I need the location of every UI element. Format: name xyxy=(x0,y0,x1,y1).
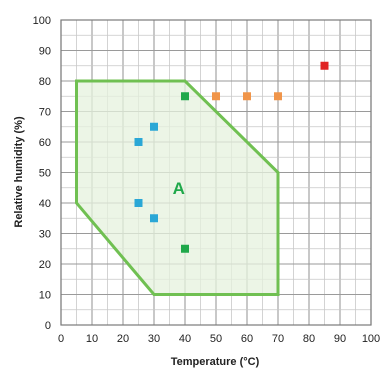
x-tick-label: 10 xyxy=(86,333,98,345)
data-point xyxy=(212,92,220,101)
y-tick-label: 20 xyxy=(39,259,51,271)
x-tick-label: 50 xyxy=(210,333,222,345)
y-tick-label: 30 xyxy=(39,229,51,241)
y-tick-label: 0 xyxy=(45,320,51,332)
y-tick-label: 80 xyxy=(39,76,51,88)
x-tick-label: 80 xyxy=(303,333,315,345)
data-point xyxy=(150,214,158,223)
region-a-polygon xyxy=(75,79,280,296)
x-tick-label: 40 xyxy=(179,333,191,345)
data-point xyxy=(274,92,282,101)
y-axis-title: Relative humidity (%) xyxy=(13,116,25,228)
data-point xyxy=(150,122,158,131)
plot-frame xyxy=(60,19,372,326)
y-tick-label: 10 xyxy=(39,290,51,302)
x-tick-label: 20 xyxy=(117,333,129,345)
x-tick-label: 30 xyxy=(148,333,160,345)
data-points xyxy=(134,61,329,253)
y-tick-label: 70 xyxy=(39,107,51,119)
y-tick-label: 100 xyxy=(33,15,51,27)
x-tick-label: 60 xyxy=(241,333,253,345)
y-tick-label: 50 xyxy=(39,168,51,180)
x-tick-label: 70 xyxy=(272,333,284,345)
y-tick-labels: 0 10 20 30 40 50 60 70 80 90 100 xyxy=(33,15,51,332)
data-point xyxy=(320,61,329,70)
x-axis-title: Temperature (°C) xyxy=(171,356,260,368)
y-tick-label: 60 xyxy=(39,137,51,149)
region-a-label: A xyxy=(173,179,185,198)
x-tick-labels: 0 10 20 30 40 50 60 70 80 90 100 xyxy=(58,333,380,345)
x-tick-label: 0 xyxy=(58,333,64,345)
y-tick-label: 90 xyxy=(39,46,51,58)
data-point xyxy=(134,138,143,146)
data-point xyxy=(181,92,189,101)
data-point xyxy=(243,92,251,101)
data-point xyxy=(181,244,189,253)
x-tick-label: 90 xyxy=(334,333,346,345)
region-layer: A xyxy=(75,79,280,296)
x-tick-label: 100 xyxy=(362,333,380,345)
data-point xyxy=(134,199,143,207)
y-tick-label: 40 xyxy=(39,198,51,210)
